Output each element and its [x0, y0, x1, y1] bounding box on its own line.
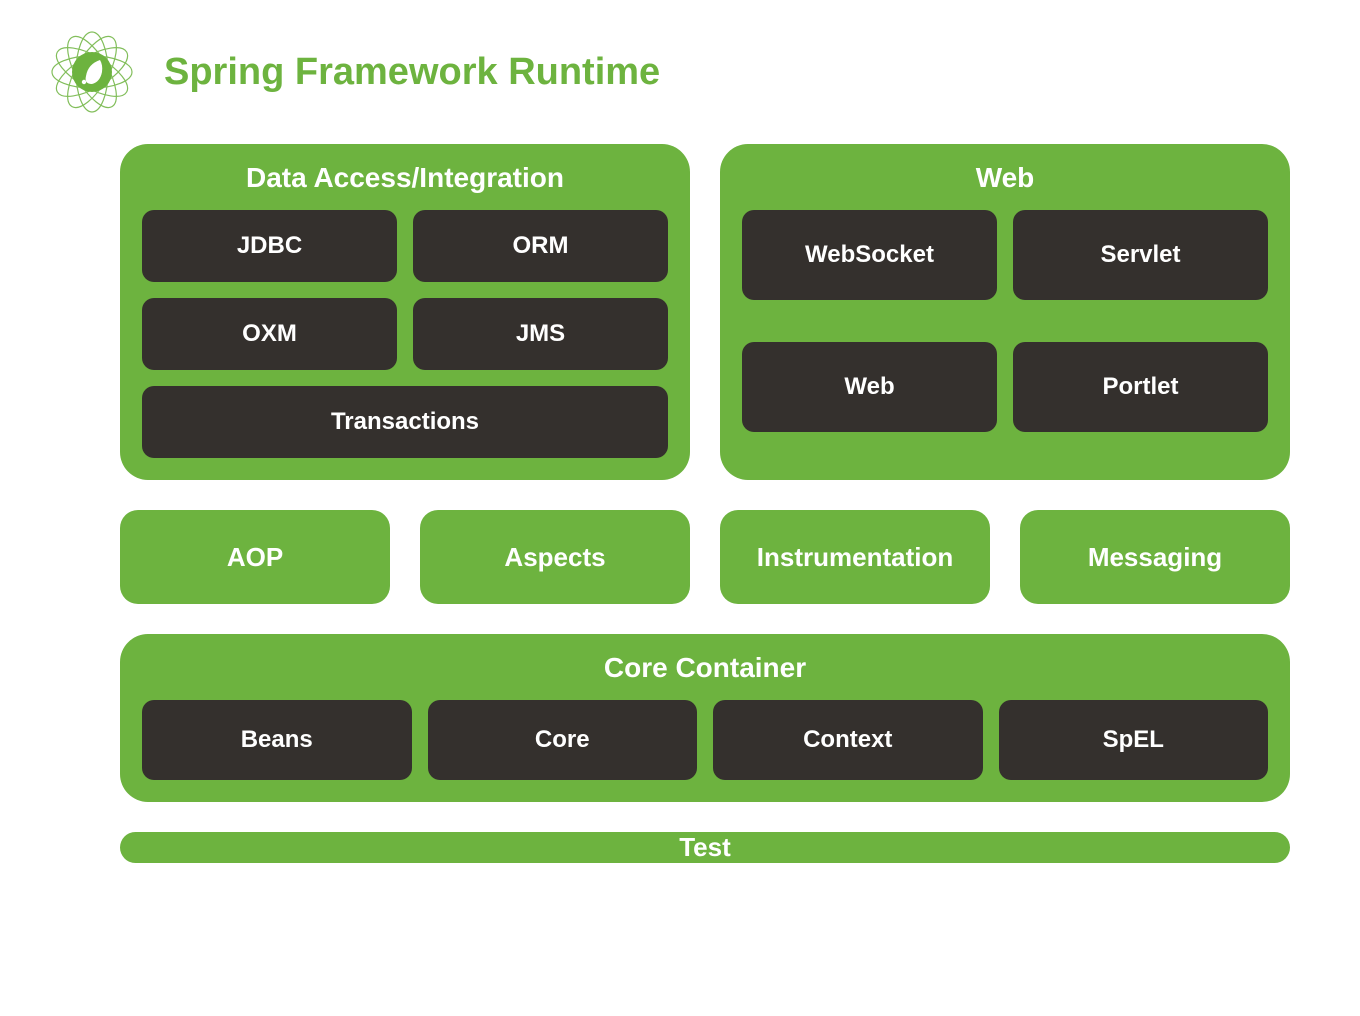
module-servlet: Servlet [1013, 210, 1268, 300]
core-container-group: Core Container Beans Core Context SpEL [120, 634, 1290, 802]
module-web: Web [742, 342, 997, 432]
module-portlet: Portlet [1013, 342, 1268, 432]
module-transactions: Transactions [142, 386, 668, 458]
page-title: Spring Framework Runtime [164, 51, 660, 94]
module-core: Core [428, 700, 698, 780]
module-oxm: OXM [142, 298, 397, 370]
module-websocket: WebSocket [742, 210, 997, 300]
module-aspects: Aspects [420, 510, 690, 604]
module-orm: ORM [413, 210, 668, 282]
web-title: Web [742, 162, 1268, 194]
module-beans: Beans [142, 700, 412, 780]
module-messaging: Messaging [1020, 510, 1290, 604]
web-grid: WebSocket Servlet Web Portlet [742, 210, 1268, 458]
module-context: Context [713, 700, 983, 780]
module-spel: SpEL [999, 700, 1269, 780]
module-jms: JMS [413, 298, 668, 370]
core-container-grid: Beans Core Context SpEL [142, 700, 1268, 780]
header: Spring Framework Runtime [50, 30, 1320, 114]
top-row: Data Access/Integration JDBC ORM OXM JMS… [120, 144, 1290, 480]
spring-logo-icon [50, 30, 134, 114]
data-access-title: Data Access/Integration [142, 162, 668, 194]
data-access-grid: JDBC ORM OXM JMS Transactions [142, 210, 668, 458]
module-instrumentation: Instrumentation [720, 510, 990, 604]
data-access-group: Data Access/Integration JDBC ORM OXM JMS… [120, 144, 690, 480]
core-container-title: Core Container [142, 652, 1268, 684]
module-aop: AOP [120, 510, 390, 604]
architecture-diagram: Data Access/Integration JDBC ORM OXM JMS… [120, 144, 1290, 863]
module-jdbc: JDBC [142, 210, 397, 282]
web-group: Web WebSocket Servlet Web Portlet [720, 144, 1290, 480]
module-test: Test [120, 832, 1290, 863]
middle-row: AOP Aspects Instrumentation Messaging [120, 510, 1290, 604]
